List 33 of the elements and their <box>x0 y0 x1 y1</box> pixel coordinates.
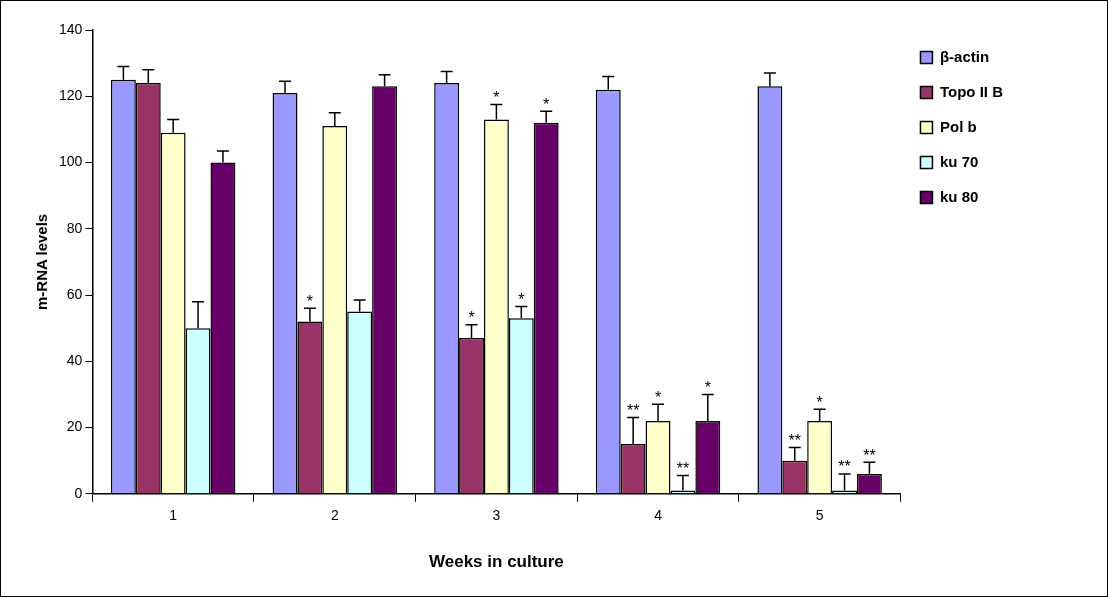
x-tick-label: 1 <box>169 507 178 524</box>
y-tick-label: 80 <box>66 219 83 236</box>
data-label: * <box>704 378 711 396</box>
data-label: ** <box>838 458 851 476</box>
legend-label: ku 80 <box>939 187 979 205</box>
y-tick-label: 60 <box>66 285 83 302</box>
y-tick-label: 140 <box>59 20 83 37</box>
data-label: * <box>518 291 525 309</box>
data-label: * <box>816 393 823 411</box>
x-tick-label: 4 <box>654 507 663 524</box>
y-tick-label: 40 <box>66 352 83 369</box>
x-tick-label: 2 <box>330 507 339 524</box>
legend-label: ku 70 <box>939 152 979 170</box>
data-label: ** <box>626 402 640 420</box>
x-axis-title: Weeks in culture <box>429 552 564 572</box>
y-axis-title: m-RNA levels <box>33 213 51 310</box>
y-tick-label: 20 <box>66 418 83 435</box>
y-tick-label: 120 <box>59 87 83 104</box>
data-label: * <box>306 292 314 310</box>
legend-label: Pol b <box>939 117 977 135</box>
y-tick-label: 0 <box>74 484 83 501</box>
legend-label: β-actin <box>939 47 990 65</box>
data-label: ** <box>788 431 801 449</box>
data-label: * <box>654 388 662 406</box>
x-tick-label: 3 <box>492 507 501 524</box>
legend-label: Topo II B <box>939 82 1004 100</box>
x-tick-label: 5 <box>815 507 824 524</box>
y-tick-label: 100 <box>59 153 83 170</box>
data-label: * <box>493 88 500 106</box>
data-label: * <box>468 309 475 327</box>
data-label: ** <box>863 446 876 464</box>
data-label: * <box>543 95 550 113</box>
data-label: ** <box>676 459 690 477</box>
